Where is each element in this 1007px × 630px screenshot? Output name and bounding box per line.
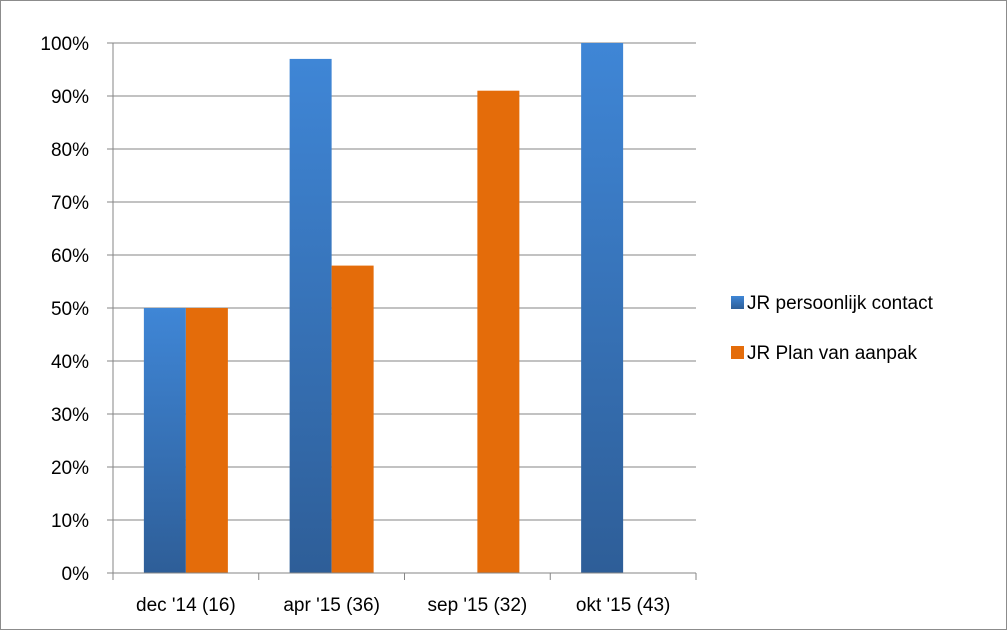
y-axis-tick-labels: 0% 10% 20% 30% 40% 50% 60% 70% 80% 90% 100% xyxy=(40,34,89,585)
bar-persoonlijk-contact xyxy=(581,43,624,573)
bar-persoonlijk-contact xyxy=(143,308,186,573)
y-tick-label: 70% xyxy=(51,193,89,214)
bar-persoonlijk-contact xyxy=(289,58,332,573)
y-tick-label: 50% xyxy=(51,299,89,320)
y-tick-label: 90% xyxy=(51,87,89,108)
y-tick-label: 0% xyxy=(62,564,90,585)
bar-plan-van-aanpak xyxy=(185,308,228,573)
x-tick-label: apr '15 (36) xyxy=(283,595,380,616)
x-tick-label: okt '15 (43) xyxy=(576,595,670,616)
legend: JR persoonlijk contact JR Plan van aanpak xyxy=(731,293,934,364)
y-tick-label: 30% xyxy=(51,405,89,426)
legend-label: JR Plan van aanpak xyxy=(747,343,918,364)
x-tick-label: sep '15 (32) xyxy=(428,595,528,616)
y-tick-label: 80% xyxy=(51,140,89,161)
legend-label: JR persoonlijk contact xyxy=(747,293,934,314)
x-tick-label: dec '14 (16) xyxy=(136,595,236,616)
legend-swatch xyxy=(731,346,744,359)
axes xyxy=(107,42,697,580)
x-axis-tick-labels: dec '14 (16) apr '15 (36) sep '15 (32) okt … xyxy=(136,595,670,616)
y-tick-label: 10% xyxy=(51,511,89,532)
y-tick-label: 40% xyxy=(51,352,89,373)
y-tick-label: 60% xyxy=(51,246,89,267)
y-tick-label: 100% xyxy=(40,34,89,55)
bar-plan-van-aanpak xyxy=(331,265,374,573)
bar-plan-van-aanpak xyxy=(477,90,520,573)
legend-swatch xyxy=(731,296,744,309)
bars xyxy=(143,43,624,573)
y-tick-label: 20% xyxy=(51,458,89,479)
